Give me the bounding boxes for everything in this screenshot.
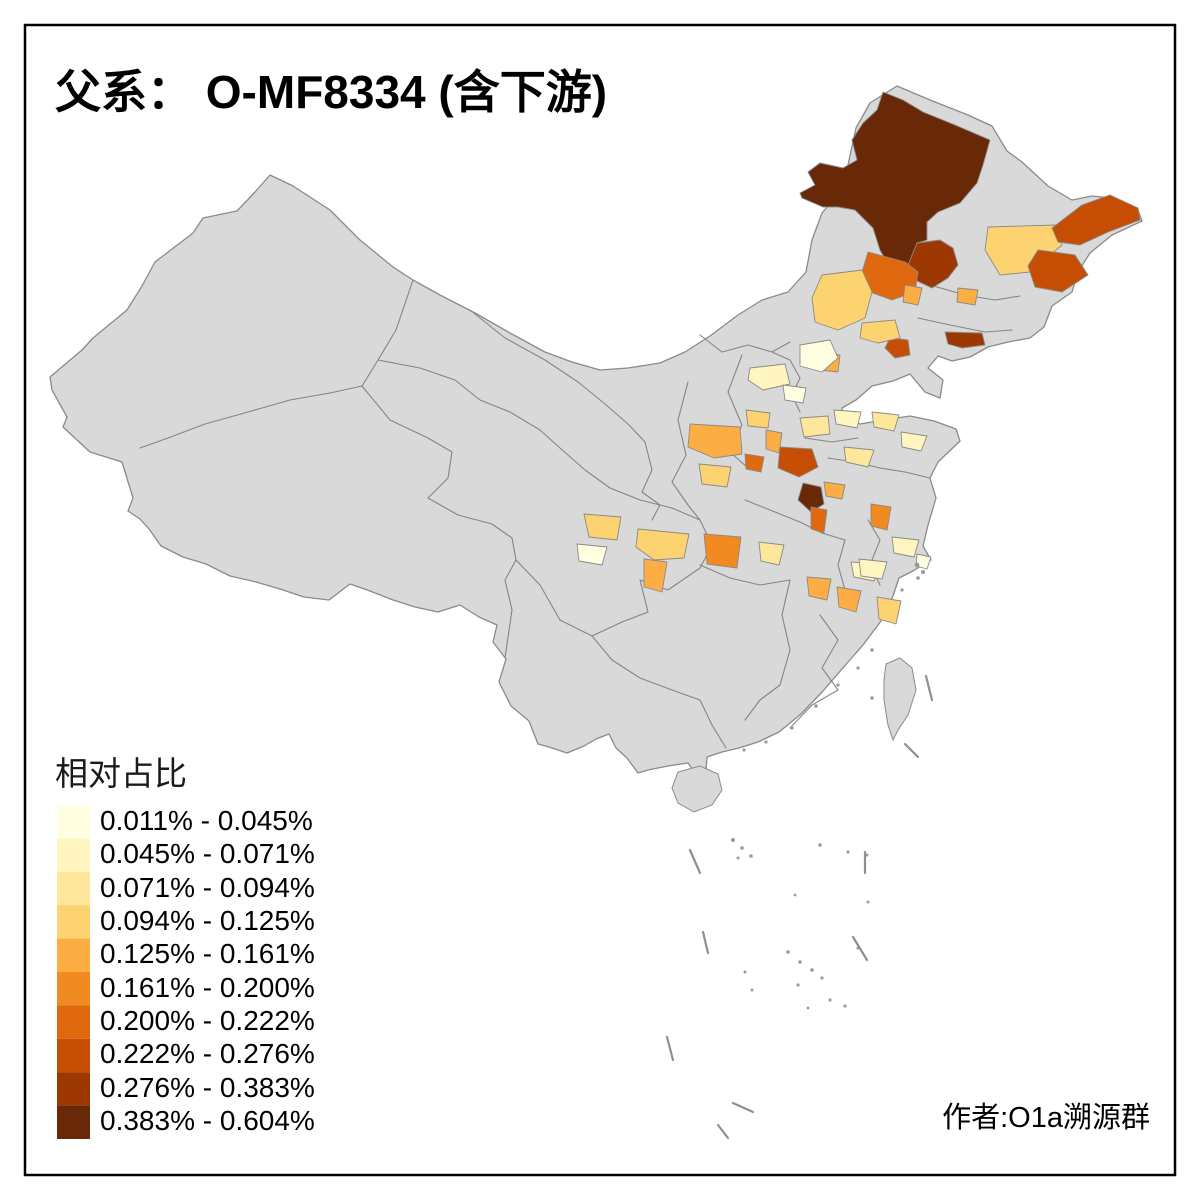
choropleth-regions	[576, 91, 1141, 625]
legend-swatch	[57, 1038, 90, 1073]
map-region	[758, 541, 785, 566]
legend-label: 0.222% - 0.276%	[100, 1038, 315, 1069]
map-region	[799, 339, 839, 373]
map-region	[698, 463, 732, 488]
legend-label: 0.383% - 0.604%	[100, 1105, 315, 1136]
legend-swatch	[57, 972, 90, 1006]
map-region	[836, 586, 862, 613]
map-region	[806, 576, 832, 601]
legend-label: 0.011% - 0.045%	[100, 805, 313, 836]
page-title: 父系： O-MF8334 (含下游)	[55, 66, 607, 118]
legend-swatch	[57, 1072, 90, 1106]
map-region	[870, 503, 892, 531]
map-region	[747, 363, 791, 391]
map-region	[823, 481, 846, 500]
legend-label: 0.161% - 0.200%	[100, 972, 315, 1003]
map-region	[956, 287, 979, 306]
map-region	[871, 411, 900, 432]
map-region	[900, 431, 928, 452]
legend: 相对占比 0.011% - 0.045% 0.045% - 0.071% 0.0…	[55, 755, 315, 1139]
legend-label: 0.276% - 0.383%	[100, 1072, 315, 1103]
legend-label: 0.094% - 0.125%	[100, 905, 315, 936]
legend-swatch	[57, 1005, 90, 1039]
map-region	[915, 553, 932, 570]
islands	[671, 562, 925, 1010]
map-region	[859, 319, 901, 344]
legend-label: 0.071% - 0.094%	[100, 872, 315, 903]
legend-swatch	[57, 938, 90, 972]
map-region	[876, 596, 902, 625]
map-region	[811, 269, 873, 331]
legend-label: 0.045% - 0.071%	[100, 838, 315, 869]
map-region	[583, 513, 622, 541]
map-region	[782, 384, 807, 404]
map-region	[1027, 249, 1089, 293]
map-region	[643, 558, 668, 593]
legend-label: 0.125% - 0.161%	[100, 938, 315, 969]
map-region	[635, 528, 690, 561]
map-region	[1051, 194, 1141, 246]
legend-swatch	[57, 871, 90, 906]
map-region	[944, 331, 986, 349]
map-region	[884, 337, 911, 359]
attribution-text: 作者:O1a溯源群	[942, 1101, 1150, 1134]
legend-swatch	[57, 838, 90, 872]
map-region	[843, 446, 875, 468]
map-region	[907, 239, 959, 289]
map-region	[799, 91, 991, 278]
taiwan-island	[883, 657, 917, 742]
dash-line-segments	[665, 674, 934, 1140]
map-region	[703, 533, 742, 569]
hainan-island	[671, 765, 723, 813]
map-region	[833, 409, 862, 429]
map-region	[810, 506, 828, 534]
map-region	[777, 446, 819, 478]
legend-swatch	[57, 1105, 90, 1139]
map-region	[745, 409, 771, 429]
map-region	[799, 415, 831, 438]
map-region	[902, 284, 923, 306]
legend-title: 相对占比	[55, 755, 187, 792]
legend-swatch	[57, 805, 90, 839]
map-region	[891, 536, 920, 558]
map-region	[687, 423, 743, 459]
map-region	[744, 453, 765, 473]
map-region	[576, 543, 608, 566]
map-region	[858, 558, 888, 580]
legend-label: 0.200% - 0.222%	[100, 1005, 315, 1036]
legend-swatch	[57, 905, 90, 939]
province-borders	[139, 279, 1021, 749]
